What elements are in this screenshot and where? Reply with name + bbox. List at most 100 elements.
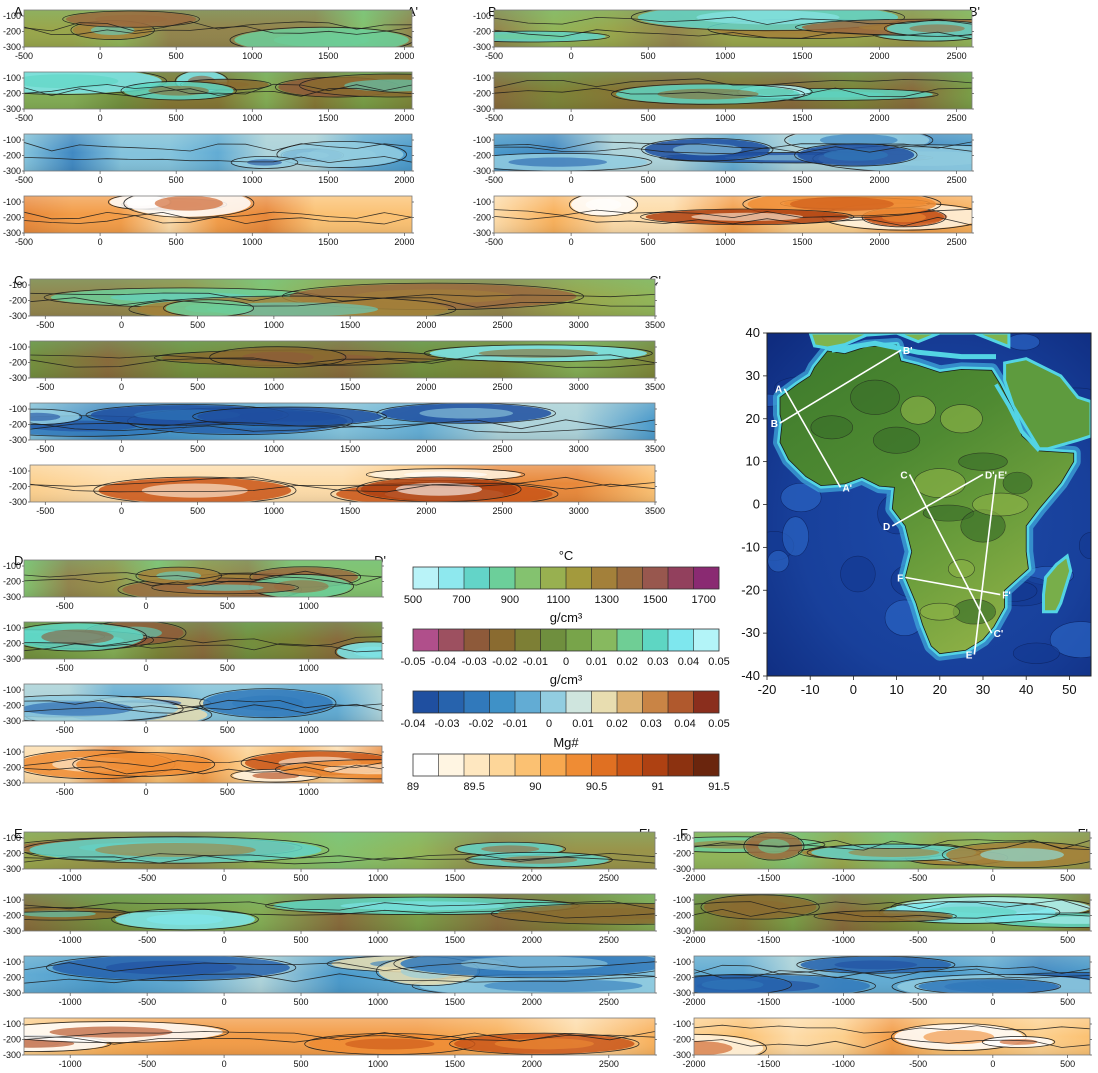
- colorbar-swatch: [617, 691, 643, 713]
- y-tick-label: -300: [673, 864, 691, 874]
- section-frame: [493, 9, 973, 48]
- y-tick-label: -100: [3, 747, 21, 757]
- section-frame: [23, 683, 383, 722]
- land-contour: [1002, 471, 1033, 495]
- land-contour: [940, 404, 983, 434]
- colorbar-tick-label: 90: [529, 781, 541, 793]
- x-tick-label: 500: [641, 113, 656, 123]
- section-frame: [23, 559, 383, 598]
- colorbar-swatch: [515, 629, 541, 651]
- map-profile-d: D D': [883, 470, 995, 532]
- x-tick-label: 3000: [569, 444, 589, 454]
- x-tick-label: 0: [222, 1059, 227, 1069]
- profile-e: EE'-100-200-300-1000-5000500100015002000…: [3, 826, 657, 1069]
- y-tick-label: -100: [3, 561, 21, 571]
- y-tick-label: -100: [673, 895, 691, 905]
- colorbar-tick-label: 900: [501, 594, 519, 606]
- x-tick-label: -1000: [832, 873, 855, 883]
- y-tick-label: -200: [3, 763, 21, 773]
- y-tick-label: -200: [473, 213, 491, 223]
- x-tick-label: 1000: [715, 113, 735, 123]
- y-tick-label: -300: [673, 1050, 691, 1060]
- colorbar-swatch: [413, 691, 439, 713]
- x-tick-label: -500: [15, 51, 33, 61]
- colorbar-swatch: [617, 754, 643, 776]
- x-tick-label: 1500: [318, 51, 338, 61]
- colorbar-tick-label: 1500: [643, 594, 667, 606]
- y-tick-label: -200: [3, 577, 21, 587]
- y-tick-label: -200: [3, 213, 21, 223]
- colorbar-swatch: [515, 567, 541, 589]
- colorbar-frame: [412, 628, 720, 652]
- profile-a: A A'-100-200-300-500 0 500 1000 1500 2000-100-…: [3, 4, 418, 247]
- madagascar-landmass: [1042, 553, 1073, 614]
- map-y-tick-label: -20: [741, 582, 760, 597]
- x-tick-label: 0: [222, 873, 227, 883]
- colorbar-swatch: [668, 691, 694, 713]
- x-tick-label: 500: [1060, 997, 1075, 1007]
- x-tick-label: 2000: [394, 175, 414, 185]
- y-tick-label: -300: [3, 926, 21, 936]
- y-tick-label: -100: [3, 685, 21, 695]
- x-tick-label: 0: [98, 237, 103, 247]
- x-tick-label: 1000: [368, 997, 388, 1007]
- y-tick-label: -100: [3, 11, 21, 21]
- x-tick-label: -500: [56, 787, 74, 797]
- x-tick-label: 1500: [792, 113, 812, 123]
- colorbar-swatch: [642, 754, 669, 776]
- y-tick-label: -200: [673, 1035, 691, 1045]
- x-tick-label: -500: [909, 873, 927, 883]
- map-y-tick-label: 10: [746, 454, 760, 469]
- x-tick-label: 0: [119, 506, 124, 516]
- colorbar-tick-label: 0.02: [616, 656, 637, 668]
- map-y-tick-label: -30: [741, 625, 760, 640]
- colorbar-tick-label: -0.03: [462, 656, 487, 668]
- section-temp-panel: [24, 560, 382, 597]
- x-tick-label: -1500: [757, 935, 780, 945]
- x-tick-label: 1000: [299, 725, 319, 735]
- colorbar-swatch: [591, 629, 618, 651]
- profile-end-marker: B': [903, 346, 913, 357]
- map-x-tick-label: 10: [889, 682, 903, 697]
- section-mg-panel: [494, 196, 972, 233]
- colorbar-swatch: [540, 691, 567, 713]
- x-tick-label: 500: [294, 935, 309, 945]
- colorbar-tick-label: 89.5: [463, 781, 484, 793]
- colorbar-tick-label: 1100: [547, 594, 571, 606]
- section-rho2-panel: [694, 956, 1090, 993]
- x-tick-label: -1500: [757, 997, 780, 1007]
- section-frame: [23, 9, 413, 48]
- x-tick-label: 500: [220, 725, 235, 735]
- colorbar-tick-label: 0.04: [678, 656, 699, 668]
- colorbar-swatch: [540, 754, 567, 776]
- profile-end-marker: A': [842, 483, 852, 494]
- colorbar-swatch: [693, 754, 720, 776]
- x-tick-label: 1000: [715, 175, 735, 185]
- x-tick-label: 1500: [340, 506, 360, 516]
- y-tick-label: -300: [9, 497, 27, 507]
- y-tick-label: -300: [3, 166, 21, 176]
- x-tick-label: 2000: [522, 873, 542, 883]
- colorbar-swatch: [515, 691, 541, 713]
- section-frame: [493, 195, 973, 234]
- x-tick-label: 0: [98, 113, 103, 123]
- x-tick-label: 500: [641, 237, 656, 247]
- y-tick-label: -200: [673, 911, 691, 921]
- y-tick-label: -100: [3, 895, 21, 905]
- y-tick-label: -200: [473, 27, 491, 37]
- x-tick-label: 500: [190, 320, 205, 330]
- y-tick-label: -300: [3, 1050, 21, 1060]
- colorbar-tick-label: 1700: [691, 594, 715, 606]
- colorbar-swatch: [438, 691, 465, 713]
- colorbar-tick-label: 91.5: [708, 781, 729, 793]
- x-tick-label: -500: [909, 1059, 927, 1069]
- x-tick-label: -500: [36, 444, 54, 454]
- x-tick-label: 2500: [493, 506, 513, 516]
- profile-start-label: F: [680, 826, 688, 841]
- x-tick-label: 500: [220, 663, 235, 673]
- y-tick-label: -200: [3, 849, 21, 859]
- land-contour: [850, 379, 900, 415]
- colorbar-frame: [412, 753, 720, 777]
- africa-location-map: A A' B B' C C' D D' E E' F F' -20 -10 0 10 20 30 40 50 40 30 2…: [741, 325, 1092, 697]
